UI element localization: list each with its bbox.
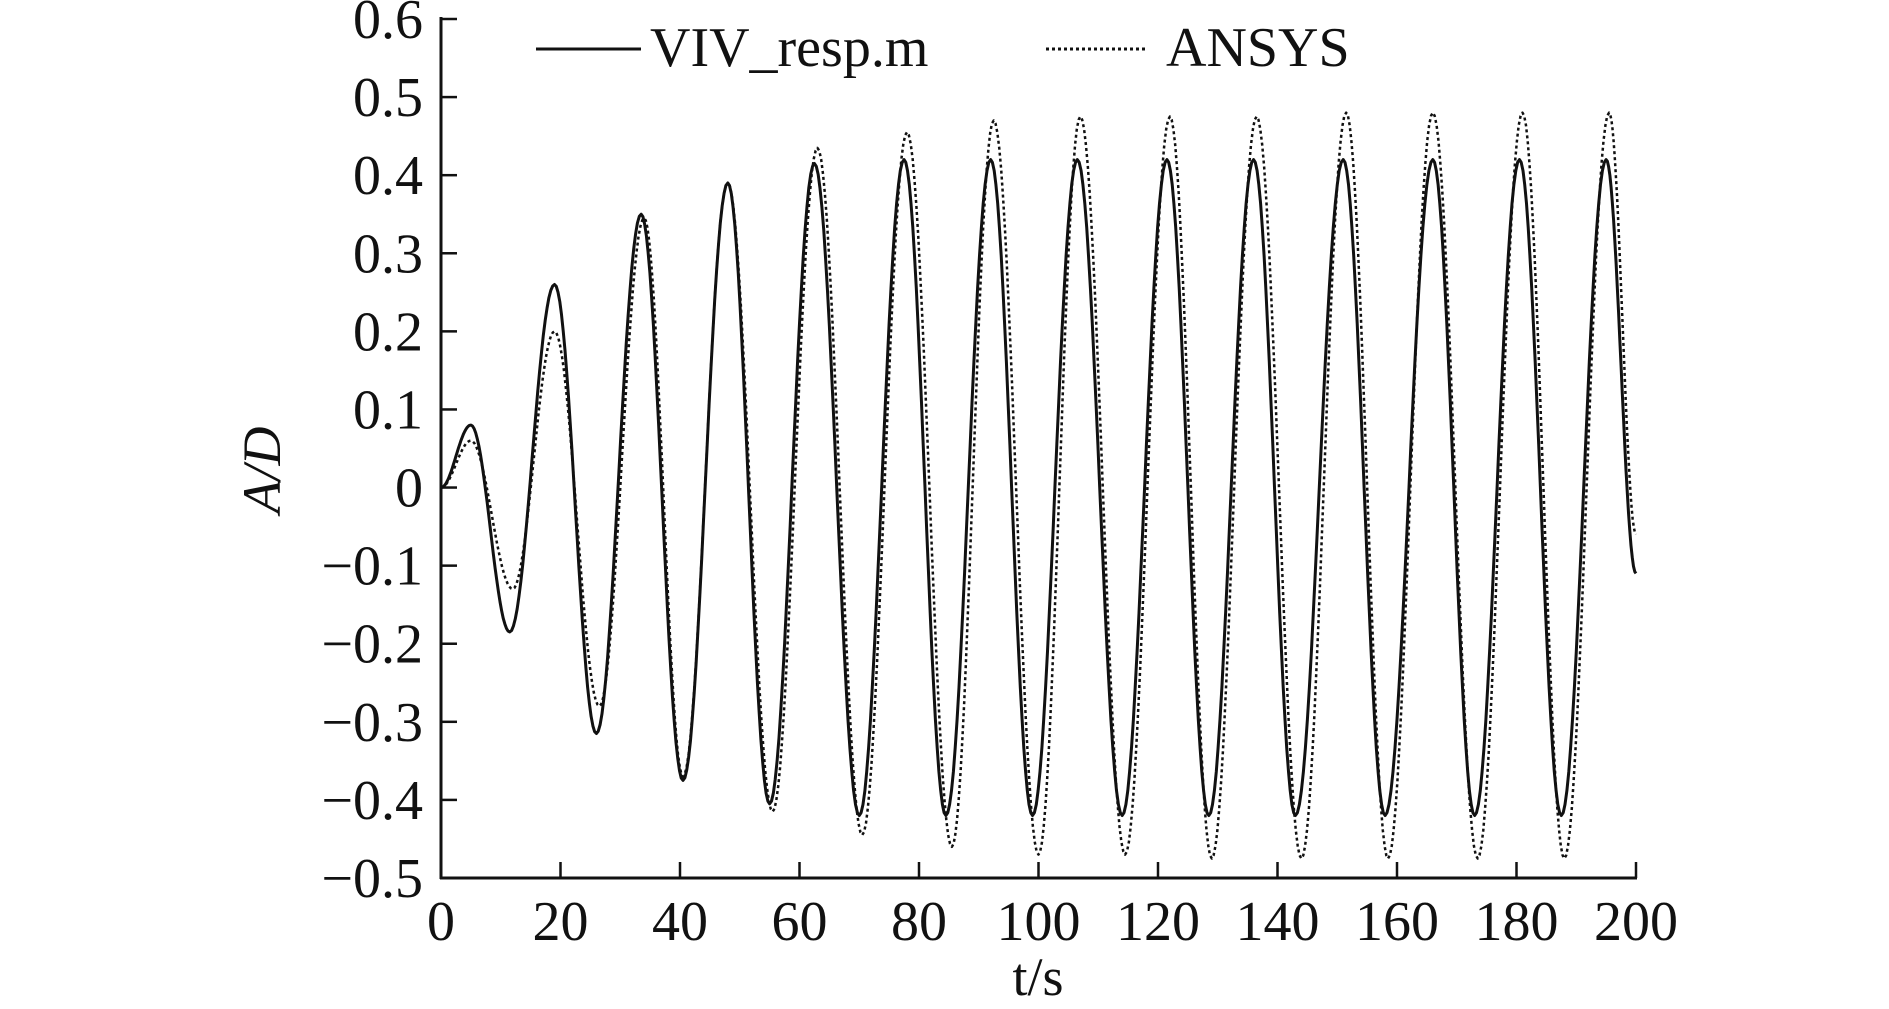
series-layer (440, 111, 1638, 860)
y-tick-label: −0.1 (321, 536, 423, 598)
x-tick-label: 200 (1594, 891, 1678, 953)
y-tick-label: 0.3 (353, 223, 423, 285)
x-tick-label: 60 (772, 891, 828, 953)
x-axis-label: t/s (1012, 947, 1063, 1007)
y-tick-label: −0.5 (321, 848, 423, 910)
ticks-layer: 0 20 40 60 80 100 120 140 160 180 200 0.6 0.5 0.4 0.3 0… (321, 0, 1678, 953)
y-tick-label: 0.6 (353, 0, 423, 51)
y-tick-label: 0 (395, 458, 423, 520)
x-tick-label: 80 (891, 891, 947, 953)
y-tick-label: 0.5 (353, 67, 423, 129)
legend-label-ansys: ANSYS (1166, 17, 1350, 79)
x-tick-label: 20 (533, 891, 589, 953)
x-tick-label: 100 (997, 891, 1081, 953)
x-tick-label: 120 (1116, 891, 1200, 953)
series-line-ansys (440, 111, 1638, 860)
y-axis-label: A/D (232, 427, 292, 517)
x-tick-label: 160 (1355, 891, 1439, 953)
y-tick-label: −0.4 (321, 770, 423, 832)
y-tick-label: −0.2 (321, 614, 423, 676)
series-line-viv-resp (440, 158, 1638, 817)
y-tick-label: 0.4 (353, 145, 423, 207)
y-tick-label: 0.1 (353, 379, 423, 441)
x-tick-label: 180 (1475, 891, 1559, 953)
y-tick-label: −0.3 (321, 692, 423, 754)
x-tick-label: 0 (427, 891, 455, 953)
y-tick-label: 0.2 (353, 301, 423, 363)
legend-label-viv: VIV_resp.m (650, 17, 928, 79)
legend: VIV_resp.m ANSYS (536, 17, 1350, 79)
x-tick-label: 140 (1236, 891, 1320, 953)
x-tick-label: 40 (652, 891, 708, 953)
